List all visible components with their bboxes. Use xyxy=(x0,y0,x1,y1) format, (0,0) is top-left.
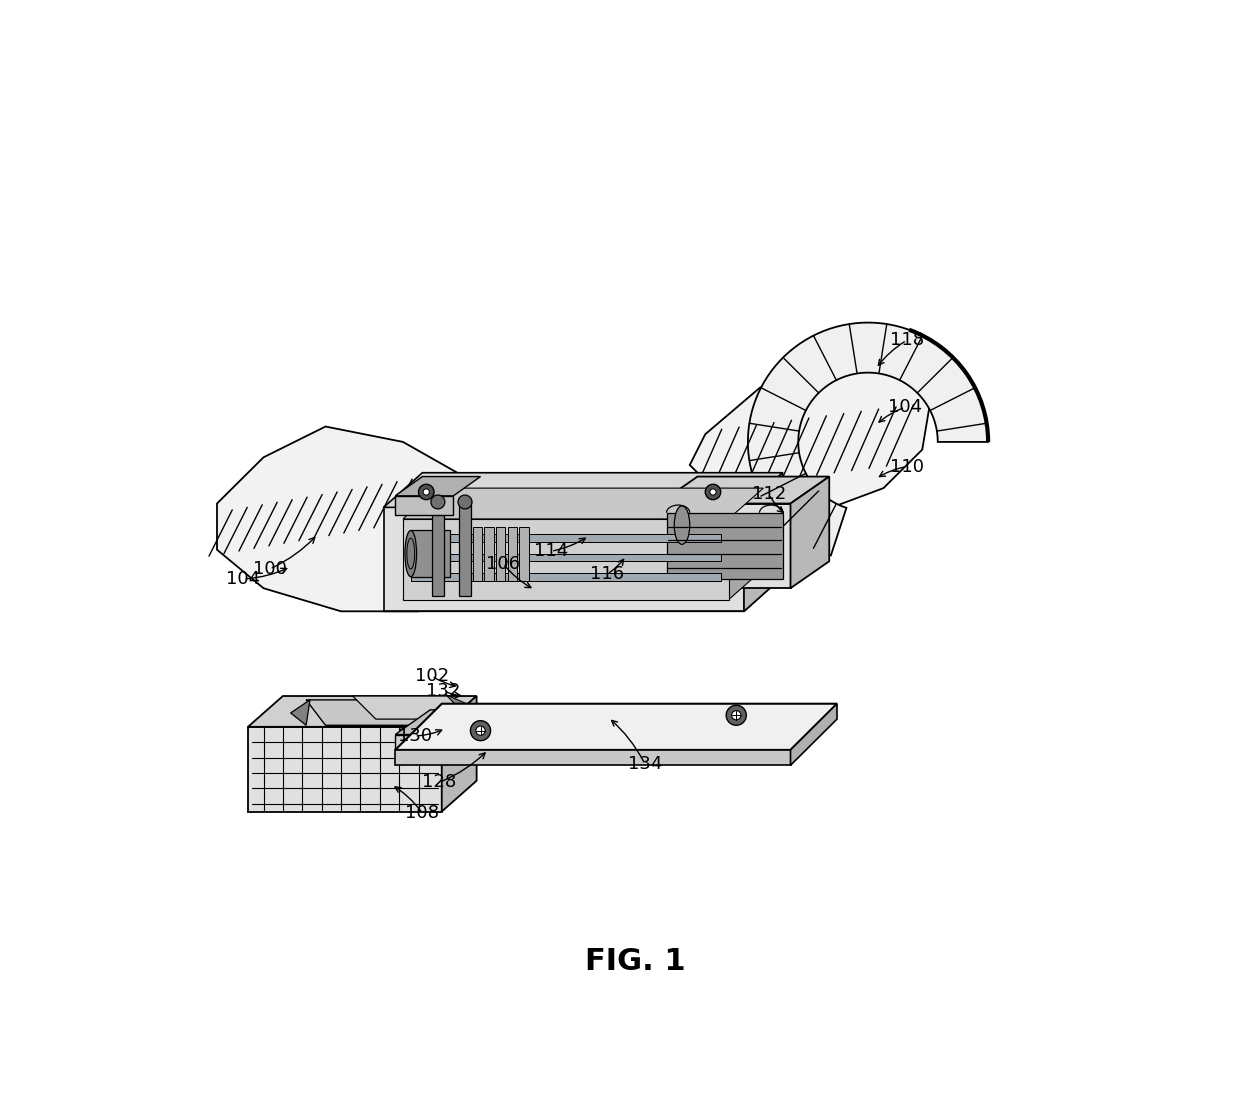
Ellipse shape xyxy=(675,506,689,545)
Polygon shape xyxy=(383,508,744,612)
Polygon shape xyxy=(248,727,441,811)
Polygon shape xyxy=(383,577,782,612)
Circle shape xyxy=(732,711,742,720)
Text: 114: 114 xyxy=(534,542,568,560)
Polygon shape xyxy=(441,696,476,811)
Polygon shape xyxy=(410,530,449,577)
Circle shape xyxy=(706,484,720,500)
Polygon shape xyxy=(217,426,458,612)
Polygon shape xyxy=(459,500,471,596)
Circle shape xyxy=(709,489,717,496)
Polygon shape xyxy=(410,573,720,580)
Text: 132: 132 xyxy=(427,682,460,700)
Text: FIG. 1: FIG. 1 xyxy=(585,947,686,976)
Text: 134: 134 xyxy=(627,754,662,772)
Text: 104: 104 xyxy=(888,398,923,416)
Polygon shape xyxy=(383,473,782,508)
Text: 116: 116 xyxy=(590,566,624,584)
Polygon shape xyxy=(485,527,494,580)
Polygon shape xyxy=(403,519,729,599)
Circle shape xyxy=(470,721,491,741)
Polygon shape xyxy=(432,500,444,596)
Polygon shape xyxy=(352,696,472,719)
Polygon shape xyxy=(248,696,476,727)
Text: 112: 112 xyxy=(751,485,786,503)
Circle shape xyxy=(476,727,485,735)
Polygon shape xyxy=(396,477,481,496)
Polygon shape xyxy=(667,512,782,579)
Text: 108: 108 xyxy=(405,804,439,822)
Polygon shape xyxy=(658,503,791,588)
Polygon shape xyxy=(748,323,988,556)
Circle shape xyxy=(727,705,746,725)
Polygon shape xyxy=(507,527,517,580)
Polygon shape xyxy=(403,488,764,519)
Text: 104: 104 xyxy=(226,570,260,588)
Polygon shape xyxy=(658,477,830,503)
Polygon shape xyxy=(290,700,310,725)
Polygon shape xyxy=(396,704,837,750)
Polygon shape xyxy=(410,535,720,542)
Polygon shape xyxy=(472,527,482,580)
Polygon shape xyxy=(520,527,528,580)
Polygon shape xyxy=(403,569,764,599)
Polygon shape xyxy=(689,357,930,511)
Polygon shape xyxy=(791,477,830,588)
Polygon shape xyxy=(744,473,782,612)
Circle shape xyxy=(419,484,434,500)
Text: 128: 128 xyxy=(423,773,456,791)
Polygon shape xyxy=(791,704,837,766)
Circle shape xyxy=(423,489,429,496)
Polygon shape xyxy=(396,734,697,750)
Polygon shape xyxy=(396,750,791,766)
Circle shape xyxy=(432,496,445,509)
Text: 100: 100 xyxy=(253,560,286,578)
Circle shape xyxy=(458,496,472,509)
Text: 118: 118 xyxy=(889,331,924,349)
Ellipse shape xyxy=(405,530,417,577)
Text: 102: 102 xyxy=(414,667,449,685)
Polygon shape xyxy=(410,554,720,561)
Text: 130: 130 xyxy=(398,727,432,745)
Text: 106: 106 xyxy=(486,555,520,573)
Polygon shape xyxy=(496,527,506,580)
Polygon shape xyxy=(396,496,454,516)
Polygon shape xyxy=(306,700,441,725)
Polygon shape xyxy=(396,710,733,734)
Polygon shape xyxy=(445,694,475,721)
Text: 110: 110 xyxy=(890,458,924,475)
